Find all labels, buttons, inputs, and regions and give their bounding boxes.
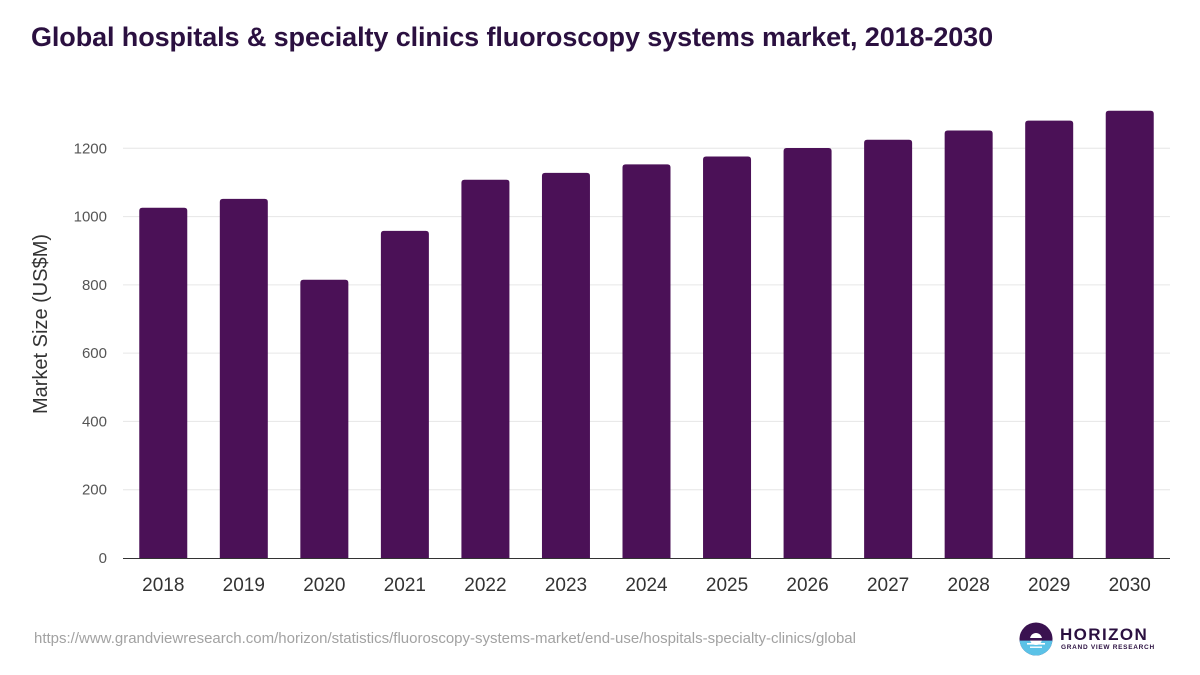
x-tick-label: 2018 [142, 575, 184, 596]
x-tick-label: 2027 [867, 575, 909, 596]
x-axis-ticks: 2018 2019 2020 2021 2022 2023 2024 2025 2026 2027… [142, 575, 1151, 596]
x-tick-label: 2019 [223, 575, 265, 596]
y-tick-label: 1000 [74, 209, 107, 226]
horizon-logo-icon [1019, 622, 1053, 656]
x-tick-label: 2023 [545, 575, 587, 596]
x-tick-label: 2022 [464, 575, 506, 596]
x-tick-label: 2026 [786, 575, 828, 596]
bar-2027[interactable] [864, 139, 913, 558]
y-tick-label: 800 [82, 277, 107, 294]
bar-2021[interactable] [380, 230, 429, 558]
bar-2028[interactable] [944, 130, 993, 558]
bar-2029[interactable] [1025, 120, 1074, 558]
y-tick-label: 1200 [74, 140, 107, 157]
bar-2030[interactable] [1105, 110, 1154, 558]
source-url[interactable]: https://www.grandviewresearch.com/horizo… [34, 630, 856, 647]
y-tick-label: 0 [99, 550, 107, 567]
y-axis-ticks: 0 200 400 600 800 1000 1200 [74, 140, 107, 567]
bar-2024[interactable] [622, 164, 671, 558]
x-tick-label: 2025 [706, 575, 748, 596]
bar-2019[interactable] [219, 198, 268, 558]
chart-title: Global hospitals & specialty clinics flu… [31, 22, 994, 52]
bar-2022[interactable] [461, 179, 510, 558]
x-tick-label: 2021 [384, 575, 426, 596]
bars [139, 110, 1154, 559]
horizon-logo: HORIZON GRAND VIEW RESEARCH [1019, 622, 1159, 658]
x-tick-label: 2028 [948, 575, 990, 596]
bar-2025[interactable] [703, 156, 752, 559]
y-tick-label: 200 [82, 482, 107, 499]
y-tick-label: 600 [82, 345, 107, 362]
bar-2018[interactable] [139, 207, 188, 559]
y-axis-label: Market Size (US$M) [30, 234, 52, 414]
bar-2023[interactable] [541, 172, 590, 558]
bar-2026[interactable] [783, 147, 832, 559]
x-tick-label: 2030 [1109, 575, 1151, 596]
x-tick-label: 2024 [625, 575, 668, 596]
y-tick-label: 400 [82, 413, 107, 430]
bar-2020[interactable] [300, 279, 349, 558]
logo-subtitle-text: GRAND VIEW RESEARCH [1061, 644, 1155, 651]
x-tick-label: 2020 [303, 575, 345, 596]
x-tick-label: 2029 [1028, 575, 1070, 596]
logo-brand-text: HORIZON [1060, 625, 1149, 644]
